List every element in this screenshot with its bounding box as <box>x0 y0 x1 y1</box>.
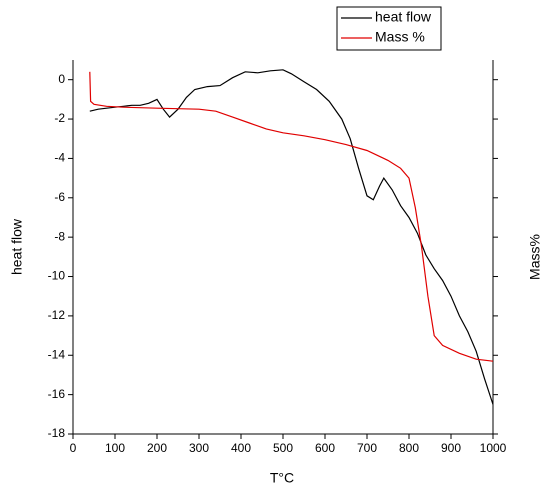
y-tick-label: 0 <box>58 72 65 86</box>
y-tick-label: -8 <box>54 229 65 243</box>
y-tick-label: -12 <box>48 308 66 322</box>
y-tick-label: -10 <box>48 269 66 283</box>
x-tick-label: 900 <box>441 441 461 455</box>
x-tick-label: 200 <box>147 441 167 455</box>
x-tick-label: 0 <box>70 441 77 455</box>
y-tick-label: -18 <box>48 426 66 440</box>
x-tick-label: 300 <box>189 441 209 455</box>
legend-label: Mass % <box>375 29 425 45</box>
y-tick-label: -16 <box>48 387 66 401</box>
y-tick-label: -2 <box>54 111 65 125</box>
x-tick-label: 400 <box>231 441 251 455</box>
y-tick-label: -4 <box>54 151 65 165</box>
x-tick-label: 600 <box>315 441 335 455</box>
x-tick-label: 500 <box>273 441 293 455</box>
line-series <box>89 71 494 362</box>
x-axis-label: T°C <box>270 470 294 486</box>
legend-label: heat flow <box>375 9 432 25</box>
x-tick-label: 100 <box>105 441 125 455</box>
y2-axis-label: Mass% <box>527 234 543 280</box>
line-series <box>89 69 494 405</box>
x-tick-label: 700 <box>357 441 377 455</box>
x-tick-label: 1000 <box>480 441 507 455</box>
y-tick-label: -6 <box>54 190 65 204</box>
x-tick-label: 800 <box>399 441 419 455</box>
y-tick-label: -14 <box>48 347 66 361</box>
legend <box>336 6 442 51</box>
y-axis-label: heat flow <box>9 218 25 275</box>
